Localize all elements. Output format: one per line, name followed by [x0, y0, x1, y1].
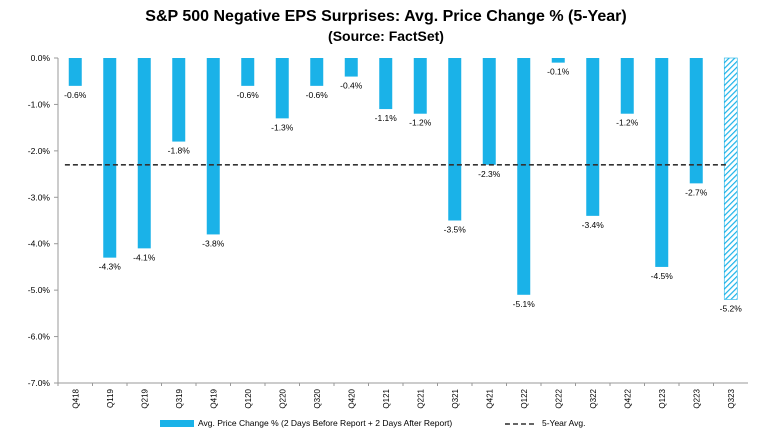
y-tick-label: -4.0% — [28, 239, 51, 249]
data-label: -0.6% — [237, 90, 260, 100]
y-tick-label: -1.0% — [28, 99, 51, 109]
y-tick-label: -7.0% — [28, 378, 51, 388]
bar — [413, 58, 427, 114]
x-tick-label: Q120 — [244, 388, 253, 408]
bar — [586, 58, 600, 216]
data-label: -4.1% — [133, 252, 156, 262]
data-label: -1.2% — [616, 118, 639, 128]
bar — [241, 58, 255, 86]
bar — [172, 58, 186, 142]
data-label: -3.4% — [582, 220, 605, 230]
y-tick-label: -6.0% — [28, 332, 51, 342]
data-label: -1.2% — [409, 118, 432, 128]
data-label: -0.1% — [547, 67, 570, 77]
bar — [68, 58, 82, 86]
x-tick-label: Q219 — [140, 388, 149, 408]
data-label: -0.6% — [64, 90, 87, 100]
bar — [448, 58, 462, 221]
x-tick-label: Q222 — [554, 388, 563, 408]
data-label: -0.4% — [340, 81, 363, 91]
x-tick-label: Q421 — [485, 388, 494, 408]
y-tick-label: -2.0% — [28, 146, 51, 156]
y-tick-label: -5.0% — [28, 285, 51, 295]
x-tick-label: Q418 — [71, 388, 80, 408]
x-tick-label: Q123 — [658, 388, 667, 408]
bar — [655, 58, 669, 267]
x-tick-label: Q422 — [623, 388, 632, 408]
data-label: -1.3% — [271, 122, 294, 132]
x-tick-label: Q121 — [382, 388, 391, 408]
bar — [620, 58, 634, 114]
x-tick-label: Q221 — [416, 388, 425, 408]
x-tick-label: Q122 — [520, 388, 529, 408]
data-label: -3.8% — [202, 238, 225, 248]
data-labels: -0.6% -4.3% -4.1% -1.8% -3.8% -0.6% -1.3% -0.6%… — [64, 67, 742, 314]
data-label: -5.2% — [720, 303, 743, 313]
chart-title: S&P 500 Negative EPS Surprises: Avg. Pri… — [145, 8, 627, 25]
data-label: -2.3% — [478, 169, 501, 179]
legend: Avg. Price Change % (2 Days Before Repor… — [160, 418, 585, 428]
bar — [137, 58, 151, 249]
legend-swatch-series — [160, 420, 194, 427]
bar — [723, 57, 738, 300]
x-tick-label: Q319 — [175, 388, 184, 408]
y-tick-label: 0.0% — [31, 53, 51, 63]
bar — [517, 58, 531, 295]
data-label: -4.3% — [99, 262, 122, 272]
bar — [344, 58, 358, 77]
data-label: -1.1% — [375, 113, 398, 123]
chart-subtitle: (Source: FactSet) — [328, 28, 444, 44]
data-label: -2.7% — [685, 187, 708, 197]
bar — [310, 58, 324, 86]
axes: 0.0% -1.0% -2.0% -3.0% -4.0% -5.0% -6.0% -7.0% Q… — [28, 53, 748, 409]
data-label: -3.5% — [444, 225, 467, 235]
x-tick-label: Q119 — [106, 388, 115, 408]
x-tick-label: Q323 — [727, 388, 736, 408]
x-tick-label: Q320 — [313, 388, 322, 408]
bar — [206, 58, 220, 235]
data-label: -1.8% — [168, 146, 191, 156]
x-tick-label: Q223 — [692, 388, 701, 408]
y-tick-label: -3.0% — [28, 192, 51, 202]
legend-label-series: Avg. Price Change % (2 Days Before Repor… — [198, 418, 452, 428]
bar — [103, 58, 117, 258]
data-label: -5.1% — [513, 299, 536, 309]
bar — [482, 58, 496, 165]
bar — [689, 58, 703, 184]
data-label: -0.6% — [306, 90, 329, 100]
x-tick-label: Q420 — [347, 388, 356, 408]
data-label: -4.5% — [651, 271, 674, 281]
legend-label-avg: 5-Year Avg. — [542, 418, 585, 428]
x-tick-label: Q322 — [589, 388, 598, 408]
x-tick-label: Q220 — [278, 388, 287, 408]
bar — [275, 58, 289, 119]
x-tick-label: Q321 — [451, 388, 460, 408]
bar — [379, 58, 393, 110]
bar — [551, 58, 565, 63]
x-tick-label: Q419 — [209, 388, 218, 408]
bars — [68, 57, 738, 300]
